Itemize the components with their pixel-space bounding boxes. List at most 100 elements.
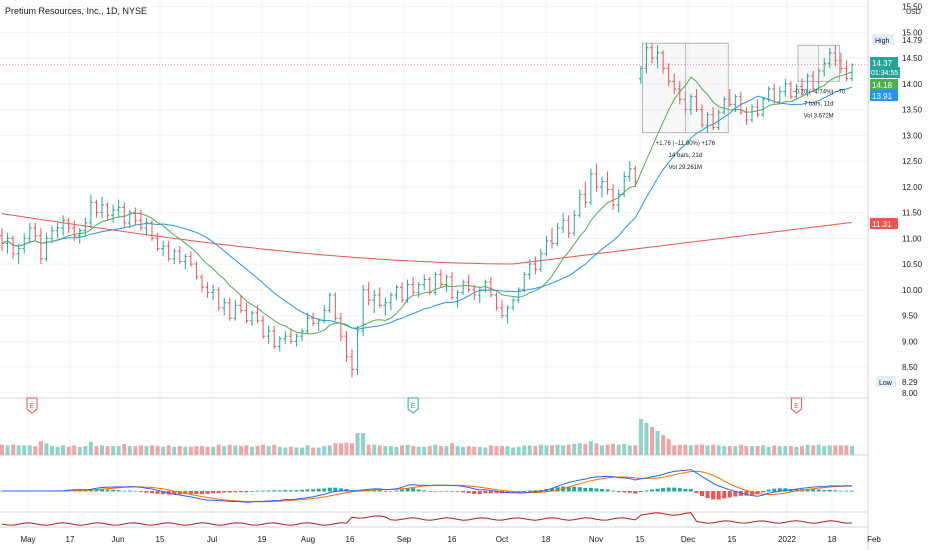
candle (472, 284, 477, 301)
volume-bar (822, 446, 827, 455)
volume-bar (333, 443, 338, 455)
time-tick-label: Oct (496, 535, 509, 544)
macd-histogram-bar (294, 490, 299, 492)
candle (72, 220, 77, 241)
volume-bar (272, 444, 277, 455)
time-tick-label: 18 (542, 535, 551, 544)
volume-bar (594, 443, 599, 455)
volume-bar (61, 445, 66, 455)
candle (611, 184, 616, 211)
candle (222, 297, 227, 316)
earnings-marker-shape (26, 397, 38, 414)
macd-histogram-bar (100, 489, 104, 492)
volume-bar (833, 445, 838, 455)
candle (150, 220, 154, 241)
volume-bar (733, 446, 738, 455)
macd-histogram-bar (211, 491, 216, 494)
earnings-marker-shape (790, 397, 802, 414)
candle (488, 276, 493, 298)
candle (527, 258, 532, 280)
volume-bar (22, 445, 27, 455)
macd-histogram-bar (766, 489, 771, 492)
candle (666, 63, 671, 87)
macd-histogram-bar (222, 491, 227, 493)
macd-histogram-bar (661, 488, 666, 492)
macd-histogram-bar (338, 488, 343, 492)
volume-bar (633, 445, 638, 455)
volume-bar (772, 445, 777, 455)
candle (233, 300, 238, 321)
candle (772, 83, 777, 105)
candle (805, 73, 810, 97)
candle (188, 251, 193, 267)
volume-bar (461, 446, 466, 455)
currency-label: USD (906, 9, 921, 16)
candle (122, 202, 127, 229)
candle (366, 282, 371, 306)
volume-bar (700, 444, 704, 455)
volume-bar (783, 446, 788, 455)
measure-bars-label: 7 bars, 11d (804, 101, 834, 107)
macd-histogram-bar (588, 487, 593, 492)
candle (583, 181, 588, 208)
macd-histogram-bar (411, 488, 416, 492)
volume-bar (472, 446, 477, 455)
candle (216, 287, 221, 311)
earnings-marker: E (790, 397, 802, 414)
volume-bar (744, 446, 749, 455)
earnings-marker-label: E (411, 403, 416, 410)
macd-histogram-bar (227, 491, 232, 493)
candle (183, 253, 188, 270)
macd-histogram-bar (622, 491, 627, 493)
macd-histogram-bar (527, 490, 532, 492)
volume-bar (0, 444, 4, 455)
candle (33, 222, 38, 241)
volume-bar (144, 446, 149, 455)
macd-histogram-bar (777, 488, 782, 492)
macd-histogram-bar (605, 489, 610, 492)
volume-bar (544, 445, 549, 455)
macd-histogram-bar (427, 491, 432, 492)
candle (50, 225, 54, 244)
low-label-bg (876, 376, 896, 387)
price-tick-label: 11.00 (902, 234, 922, 243)
candle (0, 228, 4, 252)
macd-histogram-bar (633, 491, 638, 494)
candle (427, 276, 432, 295)
measure-volume-label: Vol 29.261M (669, 165, 702, 171)
candle (677, 81, 682, 105)
volume-bar (761, 445, 766, 455)
volume-bar (250, 446, 254, 455)
macd-histogram-bar (844, 490, 849, 492)
volume-bar (311, 447, 316, 455)
time-tick-label: 2022 (778, 535, 796, 544)
candle (633, 166, 638, 187)
volume-bar (55, 446, 60, 455)
volume-bar (683, 444, 688, 455)
candle (16, 243, 21, 265)
candle (261, 315, 266, 339)
volume-bar (755, 446, 760, 455)
macd-histogram-bar (316, 488, 321, 492)
macd-histogram-bar (505, 491, 510, 494)
volume-bar (77, 446, 82, 455)
time-axis: May 17 Jun 15 Jul 19 Aug 16 Sep 16 Oct 18 Nov 15 Dec 15… (20, 535, 881, 544)
macd-histogram-bar (805, 489, 810, 492)
macd-histogram-bar (466, 491, 471, 493)
time-tick-label: 16 (448, 535, 457, 544)
candle (627, 161, 632, 182)
volume-bar (738, 444, 743, 455)
candle (355, 325, 360, 375)
volume-bar (583, 444, 588, 455)
candle (327, 292, 332, 314)
candle (255, 305, 260, 324)
candle (600, 176, 604, 198)
time-tick-label: 19 (258, 535, 267, 544)
volume-bar (655, 431, 660, 455)
volume-bar (538, 444, 543, 455)
price-tick-label: 8.00 (902, 389, 918, 398)
volume-bar (466, 446, 471, 455)
candle (211, 284, 216, 301)
volume-bar (50, 446, 54, 455)
